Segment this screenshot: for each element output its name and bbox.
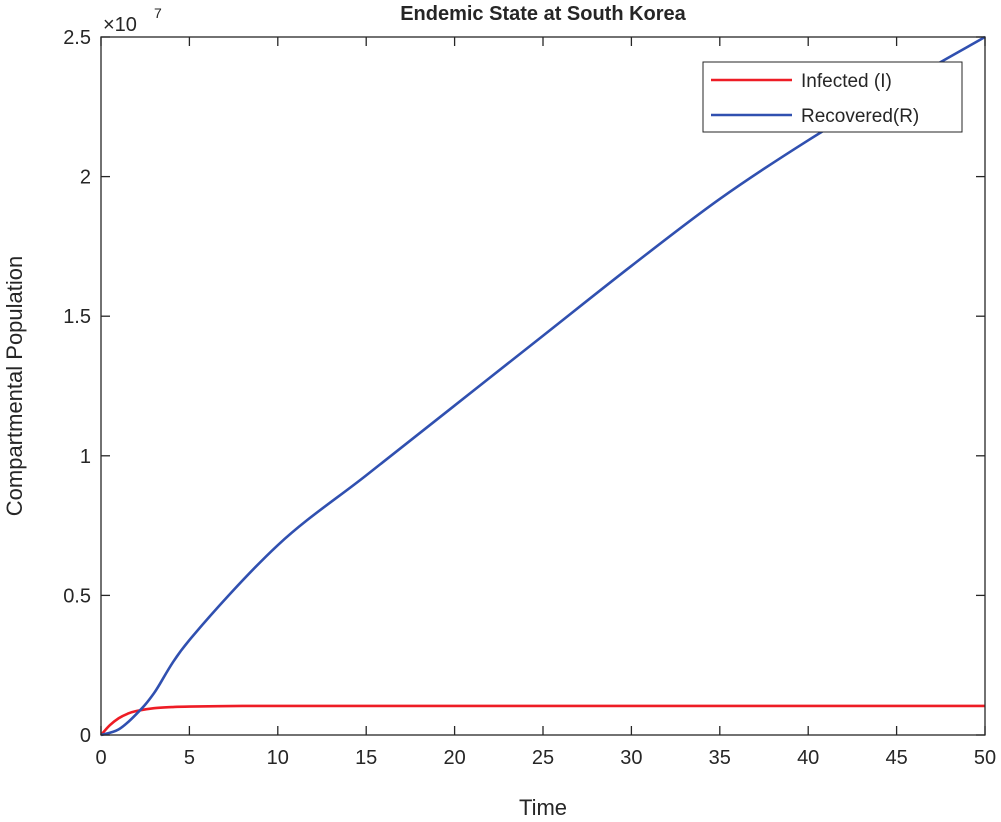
y-tick-label: 1 [80,446,91,468]
y-tick-label: 1.5 [63,306,91,328]
x-tick-label: 0 [95,747,106,769]
y-tick-label: 2.5 [63,27,91,49]
y-tick-label: 0 [80,725,91,747]
x-tick-label: 40 [797,747,819,769]
x-tick-label: 30 [620,747,642,769]
y-exponent: ×10 7 [103,5,162,36]
x-tick-label: 50 [974,747,996,769]
x-tick-label: 10 [267,747,289,769]
x-axis-label: Time [519,795,567,820]
legend-label-recovered: Recovered(R) [801,106,919,127]
y-tick-label: 0.5 [63,585,91,607]
chart-title: Endemic State at South Korea [400,3,686,25]
y-exponent-base: ×10 [103,14,137,36]
x-tick-label: 25 [532,747,554,769]
series-line-infected [100,704,985,736]
plot-frame [100,36,986,736]
x-tick-label: 20 [443,747,465,769]
y-axis-label: Compartmental Population [2,256,27,516]
y-tick-label: 2 [80,167,91,189]
legend-box [702,61,963,133]
x-tick-label: 5 [184,747,195,769]
x-tick-label: 15 [355,747,377,769]
y-exponent-power: 7 [154,5,162,21]
legend: Infected (I) Recovered(R) [702,61,963,133]
legend-label-infected: Infected (I) [801,71,892,92]
x-tick-label: 45 [885,747,907,769]
series-line-recovered [100,35,986,737]
x-tick-label: 35 [709,747,731,769]
